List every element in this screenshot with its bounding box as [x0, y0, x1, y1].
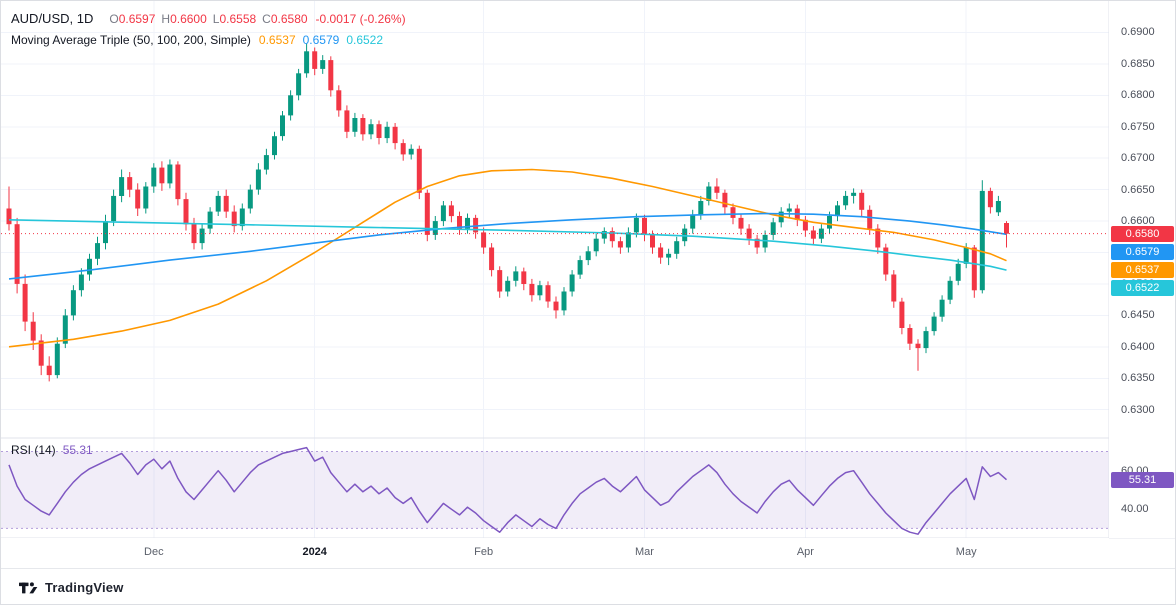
ma50-legend-value: 0.6537 — [258, 32, 296, 47]
indicator-legend-row[interactable]: Moving Average Triple (50, 100, 200, Sim… — [11, 29, 406, 50]
price-axis-label: 0.6400 — [1121, 340, 1155, 353]
close-label: C — [262, 11, 271, 26]
rsi-legend-value: 55.31 — [62, 443, 93, 457]
price-axis-label: 0.6450 — [1121, 309, 1155, 322]
ma-200-line — [8, 219, 1007, 271]
tradingview-brand-text[interactable]: TradingView — [45, 580, 124, 595]
close-value: 0.6580 — [270, 11, 308, 26]
price-axis-label: 0.6600 — [1121, 215, 1155, 228]
ma200-legend-value: 0.6522 — [346, 32, 384, 47]
price-axis-label: 0.6350 — [1121, 372, 1155, 385]
price-axis-label: 0.6700 — [1121, 152, 1155, 165]
price-axis-label: 0.6300 — [1121, 403, 1155, 416]
symbol-title[interactable]: AUD/USD, 1D — [11, 11, 94, 26]
time-axis-label-may: May — [955, 546, 977, 558]
open-label: O — [109, 11, 119, 26]
price-axis-label: 0.6800 — [1121, 89, 1155, 102]
price-axis-label: 0.6850 — [1121, 57, 1155, 70]
main-legend: AUD/USD, 1D O 0.6597 H 0.6600 L 0.6558 C 0.6… — [11, 8, 406, 50]
time-axis-label-mar: Mar — [635, 546, 654, 558]
price-axis-label: 0.6750 — [1121, 120, 1155, 133]
ma50-price-badge: 0.6537 — [1111, 261, 1174, 278]
ma-50-line — [8, 168, 1007, 348]
time-axis-label-feb: Feb — [474, 546, 494, 558]
time-axis-label-apr: Apr — [796, 546, 814, 558]
time-axis-label-2024: 2024 — [302, 546, 327, 558]
ma200-price-badge: 0.6522 — [1111, 279, 1174, 296]
rsi-axis-label: 40.00 — [1121, 503, 1149, 516]
rsi-value-badge: 55.31 — [1111, 471, 1174, 488]
candles-series — [6, 43, 1009, 382]
change-value: -0.0017 (-0.26%) — [315, 11, 406, 26]
footer-bar: TradingView — [1, 568, 1175, 604]
rsi-legend-row[interactable]: RSI (14) 55.31 — [11, 443, 93, 457]
price-axis-label: 0.6900 — [1121, 26, 1155, 39]
grid-lines — [1, 1, 1109, 538]
chart-canvas[interactable] — [1, 1, 1176, 568]
high-value: 0.6600 — [170, 11, 207, 26]
ma-indicator-title[interactable]: Moving Average Triple (50, 100, 200, Sim… — [11, 32, 251, 47]
time-axis[interactable]: Dec 2024 Feb Mar Apr May — [1, 538, 1109, 568]
low-value: 0.6558 — [219, 11, 257, 26]
price-scale[interactable]: 0.6900 0.6850 0.6800 0.6750 0.6700 0.6650 0.66… — [1109, 1, 1175, 538]
low-label: L — [212, 11, 220, 26]
rsi-line — [8, 446, 1007, 535]
high-label: H — [161, 11, 171, 26]
time-axis-label-dec: Dec — [144, 546, 164, 558]
price-axis-label: 0.6650 — [1121, 183, 1155, 196]
ma-100-line — [8, 212, 1007, 280]
tradingview-logo-icon[interactable] — [19, 580, 38, 596]
symbol-legend-row[interactable]: AUD/USD, 1D O 0.6597 H 0.6600 L 0.6558 C 0.6… — [11, 8, 406, 29]
last-price-badge: 0.6580 — [1111, 225, 1174, 242]
rsi-indicator-title[interactable]: RSI (14) — [11, 443, 56, 457]
ma100-price-badge: 0.6579 — [1111, 243, 1174, 260]
ma100-legend-value: 0.6579 — [302, 32, 340, 47]
open-value: 0.6597 — [118, 11, 156, 26]
